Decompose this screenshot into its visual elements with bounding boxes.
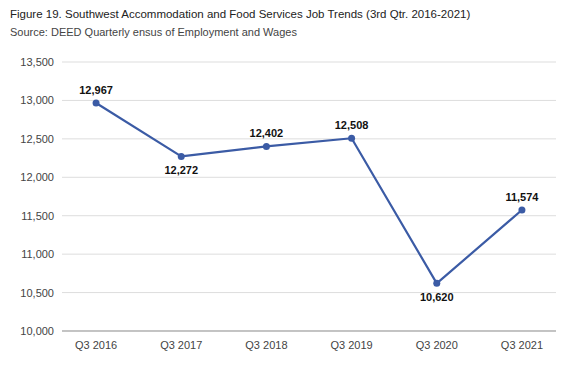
y-axis: 10,000 10,500 11,000 11,500 12,000 12,500 13,0…: [20, 56, 556, 337]
data-label: 10,620: [420, 291, 454, 303]
y-tick-label: 12,500: [20, 133, 54, 145]
x-axis: Q3 2016 Q3 2017 Q3 2018 Q3 2019 Q3 2020 Q3 20…: [75, 339, 543, 351]
point: [93, 99, 100, 106]
y-tick-label: 11,000: [21, 248, 54, 260]
point: [348, 135, 355, 142]
x-tick-label: Q3 2017: [160, 339, 202, 351]
grid-line: [62, 331, 556, 332]
y-tick-label: 10,000: [20, 325, 54, 337]
x-tick-label: Q3 2018: [245, 339, 287, 351]
subtitle: Source: DEED Quarterly ensus of Employme…: [10, 26, 297, 38]
point: [433, 280, 440, 287]
y-tick-label: 13,000: [20, 94, 54, 106]
x-axis-line: [62, 331, 556, 332]
data-label: 12,402: [250, 127, 284, 139]
data-labels: 12,967 12,272 12,402 12,508 10,620 11,574: [79, 84, 539, 303]
y-tick-label: 12,000: [20, 171, 54, 183]
grid-line: [62, 292, 556, 293]
y-tick-label: 13,500: [20, 56, 54, 68]
point: [263, 143, 270, 150]
grid-line: [62, 62, 556, 63]
y-tick-label: 10,500: [20, 287, 54, 299]
data-label: 12,272: [164, 164, 198, 176]
data-label: 12,967: [79, 84, 113, 96]
point: [178, 153, 185, 160]
line: [96, 103, 522, 283]
y-tick-label: 11,500: [21, 210, 54, 222]
grid-line: [62, 254, 556, 255]
grid-line: [62, 138, 556, 139]
x-tick-label: Q3 2021: [501, 339, 543, 351]
grid-line: [62, 100, 556, 101]
plot-area: [93, 99, 526, 286]
data-label: 12,508: [335, 119, 369, 131]
grid-line: [62, 215, 556, 216]
grid-line: [62, 177, 556, 178]
x-tick-label: Q3 2020: [416, 339, 458, 351]
point: [518, 207, 525, 214]
x-tick-label: Q3 2019: [330, 339, 372, 351]
chart: Figure 19. Southwest Accommodation and F…: [0, 0, 578, 371]
title: Figure 19. Southwest Accommodation and F…: [10, 8, 470, 20]
data-label: 11,574: [505, 191, 539, 203]
chart-container: Figure 19. Southwest Accommodation and F…: [0, 0, 578, 371]
x-tick-label: Q3 2016: [75, 339, 117, 351]
